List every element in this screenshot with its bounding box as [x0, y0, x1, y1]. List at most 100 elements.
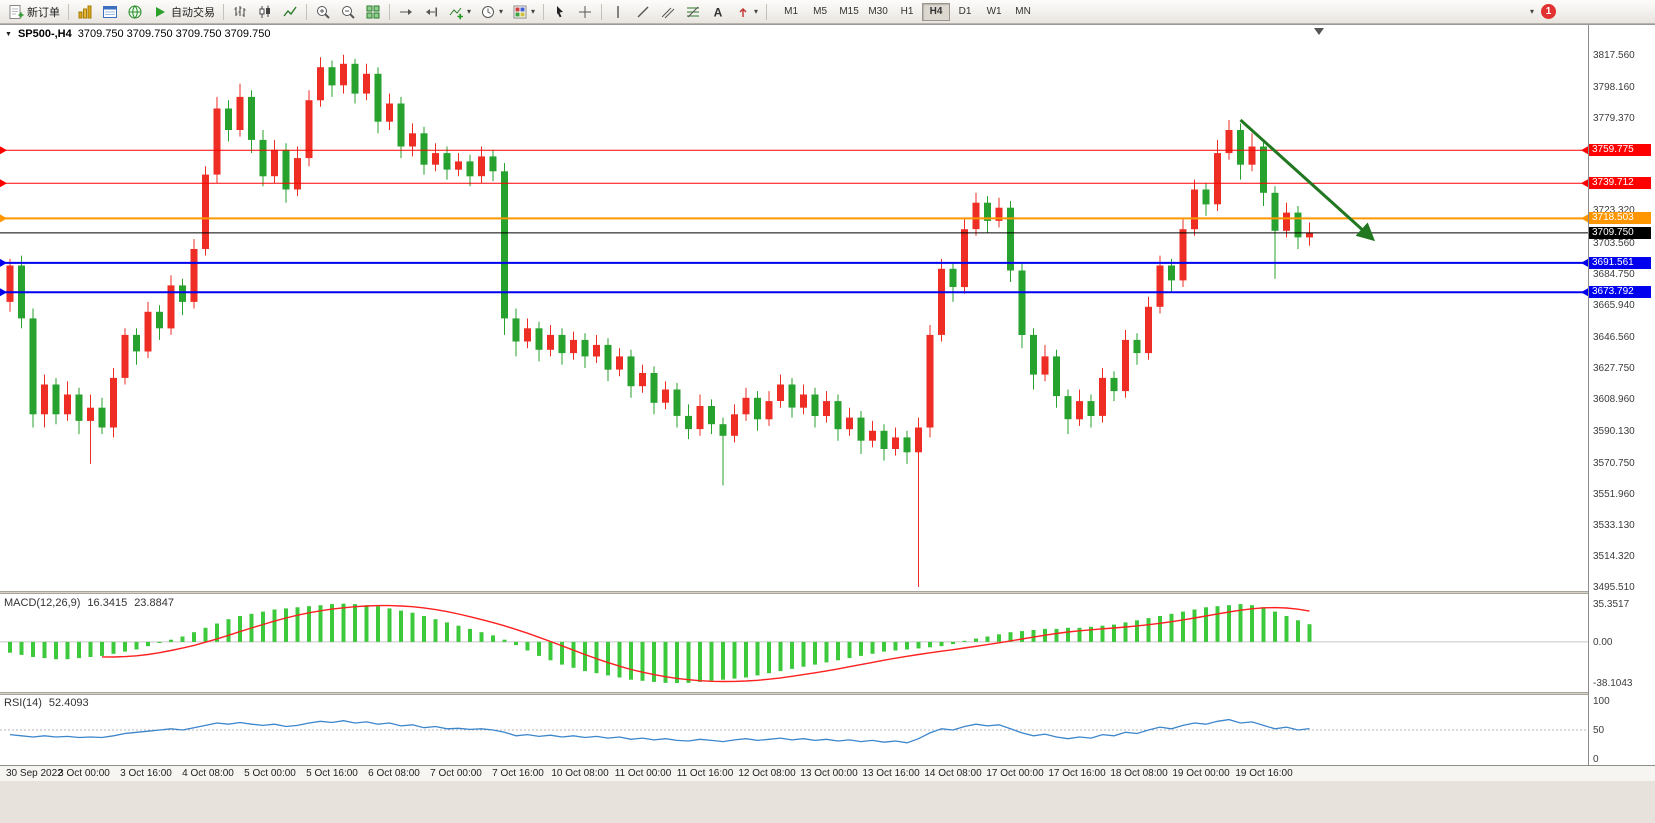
price-axis-label: 3665.940: [1593, 300, 1635, 311]
auto-trading-icon: [156, 6, 165, 17]
hline-price-badge: 3691.561: [1589, 257, 1651, 269]
new-order-button[interactable]: 新订单: [4, 2, 64, 22]
hlines-layer: [0, 146, 1588, 297]
data-window-icon: [103, 5, 117, 18]
current-price-badge: 3709.750: [1589, 227, 1651, 239]
time-axis-label: 11 Oct 00:00: [614, 768, 672, 779]
macd-chart-svg: [0, 603, 1588, 683]
zoom-out-button[interactable]: [336, 2, 360, 22]
pane-splitter[interactable]: [0, 591, 1655, 594]
periods-button[interactable]: ▾: [476, 2, 507, 22]
tf-m1[interactable]: M1: [777, 3, 805, 21]
time-axis-label: 5 Oct 00:00: [244, 768, 296, 779]
line-chart-icon: [283, 6, 297, 16]
tile-windows-icon: [366, 5, 380, 18]
indicators-dropdown-caret[interactable]: ▾: [467, 6, 472, 16]
cursor-button[interactable]: [548, 2, 572, 22]
main-toolbar: 新订单 自动交易: [0, 0, 1655, 24]
templates-button[interactable]: ▾: [508, 2, 539, 22]
auto-trading-button[interactable]: 自动交易: [148, 2, 219, 22]
zoom-in-icon: [317, 5, 330, 19]
time-axis[interactable]: 30 Sep 2022 3 Oct 00:00 3 Oct 16:00 4 Oct 0…: [0, 765, 1655, 782]
timeframe-toolbar: M1 M5 M15 M30 H1 H4 D1 W1 MN: [777, 2, 1037, 21]
main-price-pane[interactable]: ▼ SP500-,H4 3709.750 3709.750 3709.750 3…: [0, 25, 1588, 591]
price-axis-label: 3723.320: [1593, 205, 1635, 216]
zoom-in-button[interactable]: [311, 2, 335, 22]
zoom-out-icon: [342, 5, 355, 19]
time-axis-label: 7 Oct 16:00: [492, 768, 544, 779]
tf-w1[interactable]: W1: [980, 3, 1008, 21]
bar-chart-button[interactable]: [228, 2, 252, 22]
time-axis-label: 18 Oct 08:00: [1110, 768, 1168, 779]
price-axis-label: 3627.750: [1593, 363, 1635, 374]
new-order-icon: [9, 4, 24, 19]
hline-price-badge: 3718.503: [1589, 212, 1651, 224]
templates-icon: [513, 5, 527, 18]
rsi-line: [9, 718, 1310, 744]
price-axis-label: 3817.560: [1593, 50, 1635, 61]
trendline-button[interactable]: [631, 2, 655, 22]
price-axis-label: 3703.560: [1593, 238, 1635, 249]
tf-m15[interactable]: M15: [835, 3, 863, 21]
data-window-button[interactable]: [98, 2, 122, 22]
tf-h1[interactable]: H1: [893, 3, 921, 21]
vertical-line-button[interactable]: [606, 2, 630, 22]
chart-shift-button[interactable]: [419, 2, 443, 22]
tile-windows-button[interactable]: [361, 2, 385, 22]
time-axis-label: 6 Oct 08:00: [368, 768, 420, 779]
arrows-tool-button[interactable]: ▾: [731, 2, 762, 22]
price-axis-label: 3533.130: [1593, 520, 1635, 531]
price-axis[interactable]: 3817.560 3798.160 3779.370 3723.320 3703.560…: [1588, 25, 1655, 765]
navigator-button[interactable]: [123, 2, 147, 22]
periods-dropdown-caret[interactable]: ▾: [499, 6, 504, 16]
time-axis-label: 3 Oct 00:00: [58, 768, 110, 779]
toolbar-overflow-caret[interactable]: ▾: [1529, 6, 1534, 16]
ohlc-values: 3709.750 3709.750 3709.750 3709.750: [77, 28, 271, 40]
indicators-button[interactable]: ▾: [444, 2, 475, 22]
price-axis-label: 3608.960: [1593, 394, 1635, 405]
rsi-pane[interactable]: RSI(14) 52.4093: [0, 695, 1588, 765]
hline-price-badge: 3673.792: [1589, 286, 1651, 298]
rsi-axis-label: 100: [1593, 696, 1610, 707]
fibonacci-button[interactable]: [681, 2, 705, 22]
candlestick-chart-button[interactable]: [253, 2, 277, 22]
time-axis-label: 12 Oct 08:00: [738, 768, 796, 779]
arrows-dropdown-caret[interactable]: ▾: [754, 6, 759, 16]
time-axis-label: 13 Oct 16:00: [862, 768, 920, 779]
tf-h4[interactable]: H4: [922, 2, 951, 21]
chart-title: ▼ SP500-,H4 3709.750 3709.750 3709.750 3…: [5, 28, 270, 40]
navigator-icon: [128, 5, 142, 18]
arrows-tool-icon: [739, 7, 747, 17]
notification-badge[interactable]: 1: [1541, 4, 1556, 19]
macd-value-1: 16.3415: [87, 597, 128, 609]
pane-splitter[interactable]: [0, 692, 1655, 695]
tf-m30[interactable]: M30: [864, 3, 892, 21]
line-chart-button[interactable]: [278, 2, 302, 22]
auto-scroll-icon: [400, 8, 412, 15]
chart-shift-marker[interactable]: [1314, 28, 1324, 35]
chart-window: ▼ SP500-,H4 3709.750 3709.750 3709.750 3…: [0, 24, 1655, 782]
market-watch-button[interactable]: [73, 2, 97, 22]
candlestick-chart-icon: [259, 5, 270, 18]
tf-mn[interactable]: MN: [1009, 3, 1037, 21]
auto-scroll-button[interactable]: [394, 2, 418, 22]
time-axis-label: 5 Oct 16:00: [306, 768, 358, 779]
tf-m5[interactable]: M5: [806, 3, 834, 21]
time-axis-label: 7 Oct 00:00: [430, 768, 482, 779]
text-button[interactable]: A: [706, 2, 730, 22]
macd-axis-label: -38.1043: [1593, 678, 1633, 689]
channel-button[interactable]: [656, 2, 680, 22]
title-collapse-icon[interactable]: ▼: [5, 30, 12, 38]
price-axis-label: 3551.960: [1593, 489, 1635, 500]
trend-arrow-annotation[interactable]: [1239, 118, 1376, 242]
time-axis-label: 11 Oct 16:00: [676, 768, 734, 779]
templates-dropdown-caret[interactable]: ▾: [531, 6, 536, 16]
price-chart-svg: [0, 28, 1588, 587]
price-axis-label: 3514.320: [1593, 551, 1635, 562]
macd-name: MACD(12,26,9): [4, 597, 81, 609]
fibonacci-icon: [687, 6, 700, 17]
tf-d1[interactable]: D1: [951, 3, 979, 21]
crosshair-button[interactable]: [573, 2, 597, 22]
macd-pane[interactable]: MACD(12,26,9) 16.3415 23.8847: [0, 595, 1588, 692]
